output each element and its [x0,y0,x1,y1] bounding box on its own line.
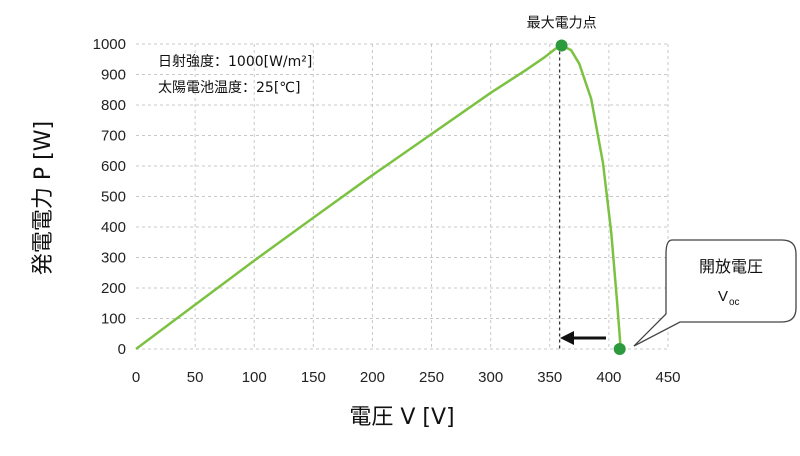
voc-arrow [560,331,606,345]
voc-marker [613,343,626,355]
y-tick-label: 400 [101,219,126,236]
voc-callout: 開放電圧 V oc [633,239,797,347]
x-tick-label: 300 [478,369,503,386]
x-tick-label: 0 [132,369,140,386]
y-tick-label: 100 [101,311,126,328]
power-curve-line [135,44,622,351]
y-tick-label: 1000 [93,36,126,53]
voc-callout-label: 開放電圧 [699,257,763,276]
x-tick-label: 50 [187,369,204,386]
x-tick-label: 450 [655,369,680,386]
y-tick-label: 200 [101,280,126,297]
y-tick-label: 900 [101,67,126,84]
y-tick-label: 800 [101,97,126,114]
y-tick-label: 0 [118,341,126,358]
voc-symbol: V [718,288,728,305]
mpp-marker [555,39,568,52]
x-tick-label: 250 [419,369,444,386]
x-tick-label: 200 [360,369,385,386]
x-tick-label: 400 [596,369,621,386]
condition-temperature: 太陽電池温度：25[℃] [158,80,300,96]
y-axis-title: 発電電力 P [W] [31,121,56,275]
x-axis-title: 電圧 V [V] [349,405,454,430]
condition-irradiance: 日射強度：1000[W/m²] [158,54,312,70]
y-tick-label: 300 [101,250,126,267]
mpp-label: 最大電力点 [527,16,597,32]
y-tick-label: 600 [101,158,126,175]
x-tick-label: 150 [301,369,326,386]
y-tick-label: 700 [101,128,126,145]
tick-labels: 0 50 100 150 200 250 300 350 400 450 0 100 200 300 400… [93,36,681,386]
voc-subscript: oc [729,297,740,308]
y-tick-label: 500 [101,189,126,206]
x-tick-label: 350 [537,369,562,386]
x-tick-label: 100 [242,369,267,386]
grid [136,43,669,350]
